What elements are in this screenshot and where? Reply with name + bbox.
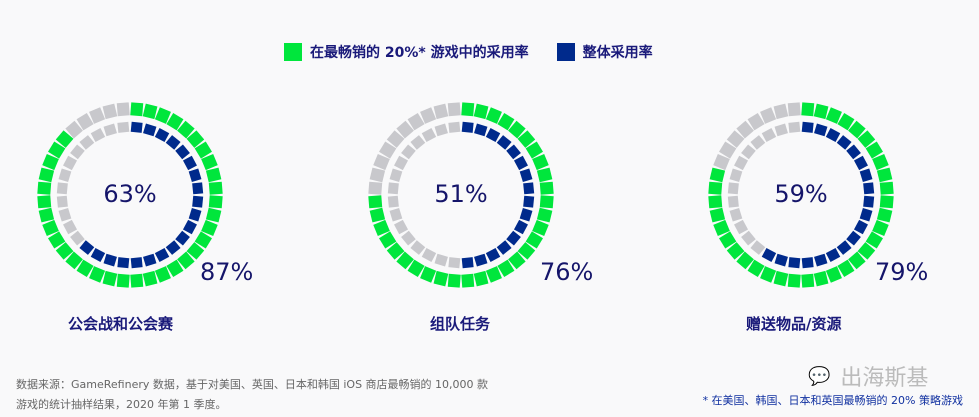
legend-item-top20: 在最畅销的 20%* 游戏中的采用率 [284, 42, 529, 62]
category-label: 公会战和公会赛 [68, 315, 174, 333]
legend-label-top20: 在最畅销的 20%* 游戏中的采用率 [310, 45, 529, 61]
donut-rings [37, 102, 223, 288]
legend-swatch-green [284, 43, 302, 61]
donut-chart-team: 51% [366, 100, 556, 290]
legend: 在最畅销的 20%* 游戏中的采用率 整体采用率 [284, 42, 681, 62]
wechat-icon: 💬 [808, 365, 831, 387]
footnote: * 在美国、韩国、日本和英国最畅销的 20% 策略游戏 [702, 394, 963, 407]
legend-label-overall: 整体采用率 [582, 45, 653, 61]
watermark-text: 出海斯基 [840, 366, 929, 391]
watermark: 💬 出海斯基 [808, 360, 928, 392]
donut-rings [708, 102, 894, 288]
legend-item-overall: 整体采用率 [556, 42, 653, 62]
source-line-1: 数据来源：GameRefinery 数据，基于对美国、英国、日本和韩国 iOS … [16, 378, 489, 391]
top20-value: 76% [540, 258, 594, 286]
legend-swatch-blue [556, 43, 575, 61]
category-label: 赠送物品/资源 [746, 315, 842, 333]
overall-value: 51% [434, 180, 488, 208]
donut-chart-gift: 59% [706, 100, 896, 290]
donut-chart-guild: 63% [35, 100, 225, 290]
source-line-2: 游戏的统计抽样结果，2020 年第 1 季度。 [16, 398, 227, 411]
category-label: 组队任务 [430, 315, 491, 333]
donut-rings [368, 102, 554, 288]
top20-value: 87% [200, 258, 254, 286]
overall-value: 63% [103, 180, 157, 208]
top20-value: 79% [875, 258, 929, 286]
source-note: 数据来源：GameRefinery 数据，基于对美国、英国、日本和韩国 iOS … [16, 375, 516, 415]
overall-value: 59% [774, 180, 828, 208]
